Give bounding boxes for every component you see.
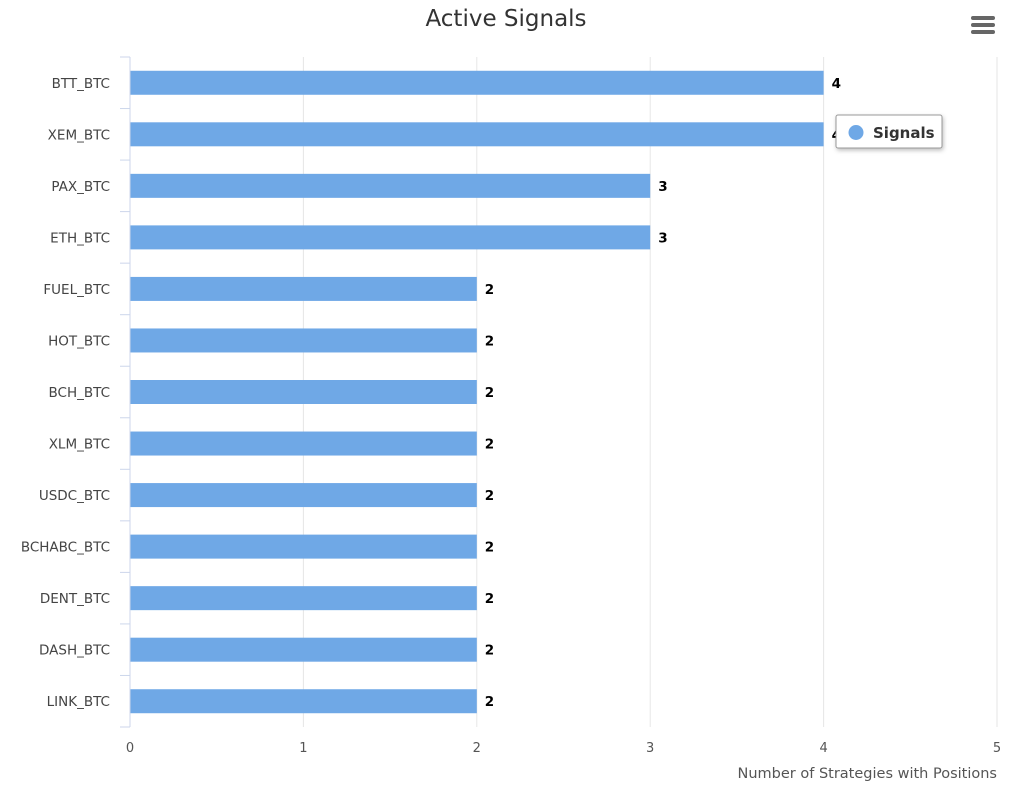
bar[interactable]: [130, 276, 477, 301]
y-category-label: BCH_BTC: [49, 385, 111, 401]
bar[interactable]: [130, 122, 824, 147]
data-label: 2: [485, 437, 494, 453]
y-category-label: FUEL_BTC: [43, 282, 110, 298]
data-label: 3: [658, 179, 667, 195]
x-tick-label: 5: [993, 741, 1001, 756]
bar[interactable]: [130, 225, 651, 250]
y-category-label: XEM_BTC: [48, 127, 110, 143]
x-tick-label: 4: [819, 741, 827, 756]
gridlines: [302, 57, 998, 727]
data-label: 3: [658, 230, 667, 246]
y-category-label: DASH_BTC: [39, 643, 110, 659]
hamburger-menu-icon: [971, 16, 995, 20]
y-category-label: BTT_BTC: [52, 76, 110, 92]
bars: 4433222222222: [130, 70, 842, 714]
data-label: 2: [485, 591, 494, 607]
y-category-label: DENT_BTC: [40, 591, 110, 607]
data-label: 2: [485, 488, 494, 504]
bar[interactable]: [130, 70, 824, 95]
data-label: 4: [832, 76, 841, 92]
legend-marker: [848, 125, 864, 140]
bar[interactable]: [130, 431, 477, 456]
y-category-label: LINK_BTC: [47, 694, 110, 710]
legend-label: Signals: [873, 124, 935, 142]
data-label: 2: [485, 282, 494, 298]
legend[interactable]: Signals: [835, 114, 943, 149]
data-label: 2: [485, 385, 494, 401]
hamburger-menu-icon-bar: [971, 23, 995, 27]
x-tick-label: 1: [299, 741, 307, 756]
y-category-label: PAX_BTC: [51, 179, 110, 195]
x-tick-label: 2: [473, 741, 481, 756]
x-tick-label: 3: [646, 741, 654, 756]
y-category-label: USDC_BTC: [39, 488, 110, 504]
chart-title: Active Signals: [425, 6, 586, 32]
x-tick-label: 0: [126, 741, 134, 756]
y-category-label: XLM_BTC: [49, 437, 110, 453]
bar[interactable]: [130, 173, 651, 198]
chart-menu-button[interactable]: [968, 12, 998, 38]
data-label: 2: [485, 643, 494, 659]
data-label: 2: [485, 694, 494, 710]
hamburger-menu-icon-bar: [971, 30, 995, 34]
bar[interactable]: [130, 586, 477, 611]
y-category-label: BCHABC_BTC: [21, 540, 110, 556]
data-label: 2: [485, 540, 494, 556]
bar[interactable]: [130, 328, 477, 353]
legend-box: [835, 114, 943, 149]
bar[interactable]: [130, 380, 477, 404]
y-category-label: ETH_BTC: [50, 230, 110, 246]
y-category-label: HOT_BTC: [48, 333, 110, 349]
data-label: 2: [485, 333, 494, 349]
bar[interactable]: [130, 483, 477, 508]
bar[interactable]: [130, 534, 477, 559]
x-axis-title: Number of Strategies with Positions: [738, 766, 998, 782]
axes: 0 1 2 3 4 5 BTT_BTC XEM_BTC PAX_BTC ETH_BTC FUEL_B…: [21, 56, 1001, 756]
bar[interactable]: [130, 637, 477, 662]
bar[interactable]: [130, 689, 477, 714]
